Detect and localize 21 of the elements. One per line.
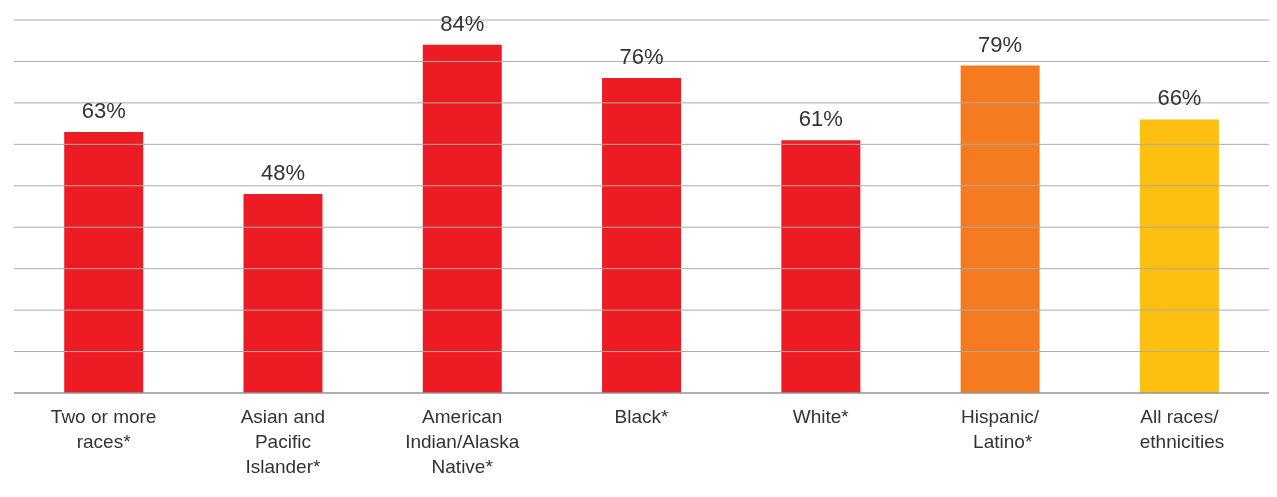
x-tick-label: Two or more races*	[50, 406, 157, 452]
bar	[422, 44, 502, 393]
bar	[602, 78, 682, 393]
bar	[64, 131, 144, 393]
data-label: 84%	[440, 10, 485, 36]
bar	[1139, 119, 1219, 393]
data-label: 79%	[978, 31, 1023, 57]
data-label: 61%	[798, 106, 843, 132]
data-label: 63%	[81, 97, 126, 123]
bar	[781, 140, 861, 393]
x-tick-label: Hispanic/ Latino*	[960, 406, 1040, 452]
data-label: 76%	[619, 44, 664, 70]
x-tick-label: Asian and Pacific Islander*	[240, 406, 326, 477]
data-label: 48%	[260, 160, 306, 186]
data-label: 66%	[1157, 85, 1202, 111]
bar	[960, 65, 1040, 393]
x-tick-label: White*	[792, 406, 850, 427]
x-tick-label: Black*	[614, 406, 670, 427]
x-tick-label: All races/ ethnicities	[1134, 406, 1225, 452]
x-tick-label: American Indian/Alaska Native*	[405, 406, 520, 477]
bar	[243, 194, 323, 393]
